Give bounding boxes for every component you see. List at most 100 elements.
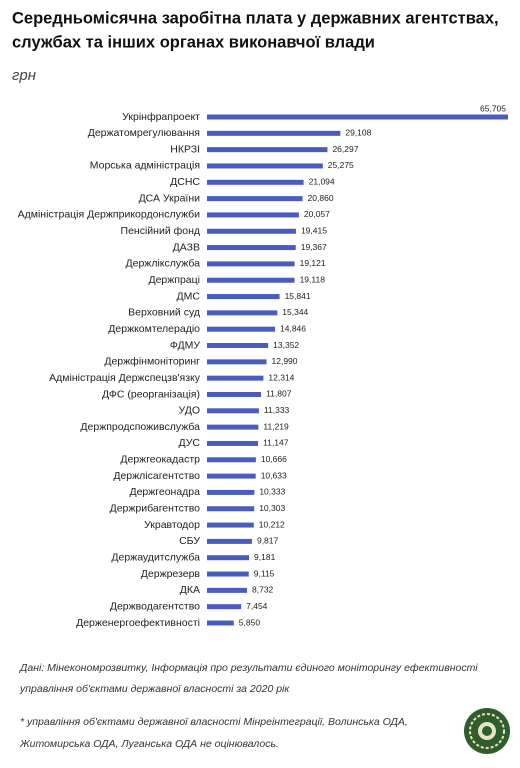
category-label: Держкомтелерадіо — [108, 323, 200, 335]
chart-title: Середньомісячна заробітна плата у держав… — [12, 9, 499, 27]
value-label: 12,990 — [272, 356, 298, 366]
bar — [207, 277, 295, 283]
value-label: 5,850 — [239, 617, 261, 627]
bar — [207, 359, 267, 365]
value-label: 10,303 — [259, 503, 285, 513]
value-label: 11,147 — [263, 438, 289, 448]
bar — [207, 424, 259, 430]
value-label: 9,817 — [257, 536, 279, 546]
source-note: Дані: Мінекономрозвитку, Інформація про … — [19, 662, 478, 674]
chart-subtitle: грн — [12, 67, 36, 84]
value-label: 20,860 — [308, 193, 334, 203]
bar — [207, 179, 304, 185]
category-label: Верховний суд — [128, 307, 200, 319]
category-label: Адміністрація Держспецзв'язку — [49, 372, 201, 384]
value-label: 19,121 — [300, 258, 326, 268]
category-label: Укравтодор — [144, 519, 200, 531]
bar — [207, 408, 259, 414]
bar — [207, 294, 280, 300]
value-label: 10,333 — [259, 487, 285, 497]
bar — [207, 587, 248, 593]
value-label: 65,705 — [480, 103, 506, 113]
bar — [207, 326, 276, 332]
value-label: 19,367 — [301, 242, 327, 252]
value-label: 8,732 — [252, 585, 274, 595]
value-label: 19,415 — [301, 226, 327, 236]
category-label: Держенергоефективності — [76, 617, 200, 629]
category-label: ДФС (реорганізація) — [102, 388, 200, 400]
chart-title: службах та інших органах виконавчої влад… — [12, 33, 375, 51]
category-label: Держпродспоживслужба — [80, 421, 200, 433]
bar — [207, 457, 256, 463]
category-label: СБУ — [179, 535, 200, 547]
value-label: 13,352 — [273, 340, 299, 350]
bar — [207, 114, 508, 120]
bar — [207, 212, 299, 218]
bar — [207, 604, 242, 610]
category-label: НКРЗІ — [170, 143, 200, 155]
bar — [207, 163, 323, 169]
category-label: ДКА — [180, 584, 200, 596]
value-label: 14,846 — [280, 323, 306, 333]
source-note: управління об'єктами державної власності… — [19, 683, 290, 695]
bar — [207, 391, 262, 397]
bar — [207, 440, 259, 446]
category-label: Адміністрація Держприкордонслужби — [18, 209, 201, 221]
bar — [207, 228, 296, 234]
footnote: * управління об'єктами державної власнос… — [20, 716, 408, 728]
value-label: 11,219 — [263, 421, 289, 431]
value-label: 7,454 — [246, 601, 268, 611]
bar — [207, 489, 255, 495]
value-label: 12,314 — [268, 372, 294, 382]
value-label: 15,841 — [285, 291, 311, 301]
category-label: ДСНС — [170, 176, 200, 188]
bar — [207, 473, 256, 479]
category-label: Держлісагентство — [113, 470, 200, 482]
bar — [207, 310, 278, 316]
value-label: 10,666 — [261, 454, 287, 464]
bar — [207, 147, 328, 153]
category-label: Держгеокадастр — [120, 454, 200, 466]
value-label: 10,633 — [261, 470, 287, 480]
value-label: 15,344 — [282, 307, 308, 317]
value-label: 11,807 — [266, 389, 292, 399]
bar — [207, 571, 249, 577]
category-label: Держатомрегулювання — [88, 127, 200, 139]
category-label: Укрінфрапроект — [122, 111, 200, 123]
value-label: 26,297 — [332, 144, 358, 154]
value-label: 11,333 — [264, 405, 290, 415]
bar — [207, 620, 234, 626]
category-label: Держпраці — [148, 274, 200, 286]
category-label: Держрезерв — [141, 568, 201, 580]
category-label: ФДМУ — [170, 339, 200, 351]
bar — [207, 130, 341, 136]
category-label: УДО — [179, 405, 200, 417]
bar — [207, 538, 252, 544]
logo — [464, 708, 510, 754]
value-label: 9,115 — [254, 568, 275, 578]
value-label: 9,181 — [254, 552, 276, 562]
category-label: Держгеонадра — [129, 486, 200, 498]
category-label: ДАЗВ — [173, 241, 200, 253]
category-label: ДМС — [177, 290, 201, 302]
value-label: 10,212 — [259, 519, 285, 529]
category-label: Держводагентство — [110, 600, 200, 612]
category-label: Пенсійний фонд — [121, 225, 200, 237]
bar — [207, 522, 254, 528]
bar — [207, 245, 296, 251]
bar — [207, 506, 255, 512]
value-label: 25,275 — [328, 160, 354, 170]
bar — [207, 375, 264, 381]
category-label: Держрибагентство — [110, 503, 201, 515]
category-label: Держфінмоніторинг — [104, 356, 200, 368]
footnote: Житомирська ОДА, Луганська ОДА не оцінюв… — [19, 738, 279, 750]
bar — [207, 196, 303, 202]
category-label: Держлікслужба — [126, 258, 201, 270]
category-label: ДУС — [179, 437, 201, 449]
value-label: 19,118 — [300, 274, 326, 284]
bar — [207, 343, 269, 349]
category-label: ДСА України — [139, 192, 201, 204]
category-label: Держаудитслужба — [111, 551, 200, 563]
bar — [207, 555, 250, 561]
